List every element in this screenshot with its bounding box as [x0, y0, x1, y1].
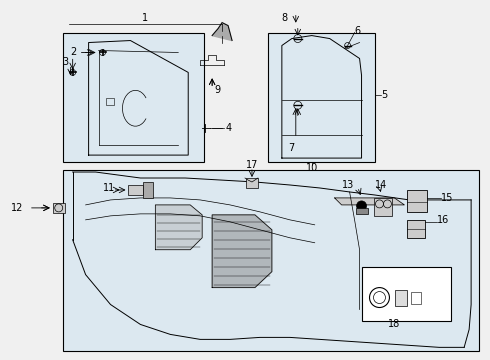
Text: 9: 9 [214, 85, 220, 95]
Polygon shape [212, 23, 232, 41]
Text: 15: 15 [441, 193, 454, 203]
Bar [407, 220, 425, 238]
Text: 13: 13 [343, 180, 355, 190]
Bar [144, 182, 153, 198]
Bar [268, 32, 375, 162]
Text: 11: 11 [102, 183, 115, 193]
Bar [407, 190, 427, 212]
Text: 17: 17 [246, 160, 258, 170]
Bar [374, 198, 392, 216]
Bar [356, 208, 368, 214]
Bar [395, 289, 407, 306]
Text: 3: 3 [63, 58, 69, 67]
Text: 18: 18 [388, 319, 400, 329]
Text: 2: 2 [71, 48, 77, 58]
Polygon shape [335, 198, 404, 205]
Text: 4: 4 [225, 123, 231, 133]
Text: 7: 7 [288, 143, 294, 153]
Circle shape [357, 201, 367, 211]
Bar [63, 170, 479, 351]
Text: 12: 12 [11, 203, 24, 213]
Bar [412, 292, 421, 303]
Text: 10: 10 [306, 163, 318, 173]
Bar [105, 98, 114, 105]
Bar [246, 178, 258, 188]
Polygon shape [212, 215, 272, 288]
Text: 8: 8 [282, 13, 288, 23]
Text: 5: 5 [382, 90, 388, 100]
Bar [362, 267, 451, 321]
Text: 6: 6 [355, 26, 361, 36]
Text: 1: 1 [142, 13, 148, 23]
Bar [63, 32, 204, 162]
Text: 14: 14 [374, 180, 387, 190]
Polygon shape [155, 205, 202, 250]
Text: 16: 16 [437, 215, 449, 225]
Bar [53, 203, 65, 213]
Bar [128, 185, 144, 195]
